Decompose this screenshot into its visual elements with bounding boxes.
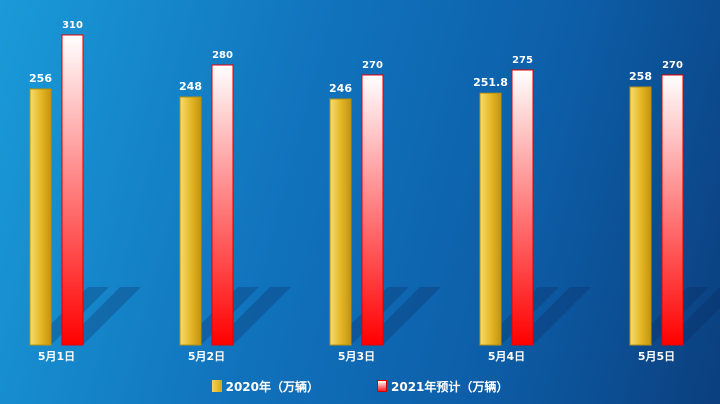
legend-item-2021: 2021年预计（万辆） [377,378,508,395]
bar-2021-2 [361,74,384,346]
category-label-4: 5月5日 [638,350,675,363]
data-label-2021-2: 270 [362,60,383,71]
legend-label-2020: 2020年（万辆） [225,379,319,394]
bar-2020-3 [479,92,502,346]
category-label-2: 5月3日 [338,350,375,363]
legend-swatch-2021 [377,380,387,392]
bar-2020-0 [29,88,52,346]
category-labels: 5月1日 5月2日 5月3日 5月4日 5月5日 [38,350,675,363]
data-label-2021-4: 270 [662,60,683,71]
data-label-2020-0: 256 [29,72,52,85]
category-label-0: 5月1日 [38,350,75,363]
legend-item-2020: 2020年（万辆） [211,378,319,395]
bar-2020-4 [629,86,652,346]
bar-2021-3 [511,69,534,346]
legend-swatch-2020 [211,380,222,392]
bar-2020-2 [329,98,352,346]
data-label-2020-3: 251.8 [473,76,508,89]
data-label-2021-0: 310 [62,20,83,31]
legend-label-2021: 2021年预计（万辆） [391,379,509,394]
bar-2020-1 [179,96,202,346]
data-label-2020-4: 258 [629,70,652,83]
bar-2021-1 [211,64,234,346]
bar-2021-4 [661,74,684,346]
data-label-2021-3: 275 [512,55,533,66]
data-label-2020-1: 248 [179,80,202,93]
category-label-3: 5月4日 [488,350,525,363]
category-label-1: 5月2日 [188,350,225,363]
data-labels: 256 310 248 280 246 270 251.8 275 258 270 [29,20,683,95]
legend: 2020年（万辆） 2021年预计（万辆） [0,374,720,398]
bars [29,34,684,346]
data-label-2021-1: 280 [212,50,233,61]
data-label-2020-2: 246 [329,82,352,95]
bar-2021-0 [61,34,84,346]
